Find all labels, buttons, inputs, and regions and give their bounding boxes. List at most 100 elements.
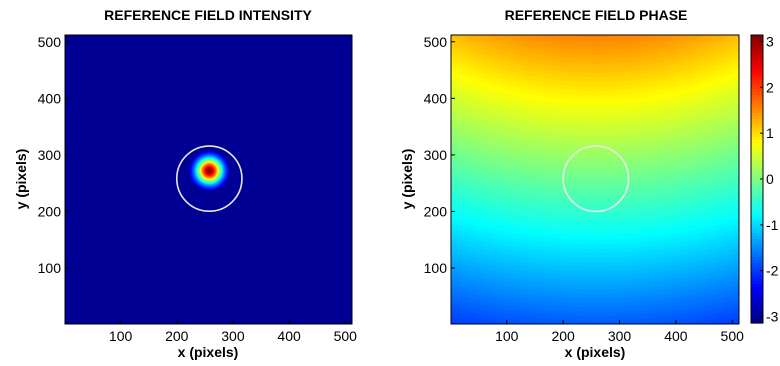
colorbar-segment <box>751 143 763 147</box>
colorbar-segment <box>751 314 763 318</box>
colorbar-segment <box>751 170 763 174</box>
phase-y-ticks: 100 200 300 400 500 <box>424 34 455 276</box>
colorbar-segment <box>751 317 763 321</box>
intensity-spot <box>189 151 230 191</box>
colorbar-segment <box>751 305 763 309</box>
colorbar-tick-label: 1 <box>766 125 774 141</box>
colorbar-segment <box>751 293 763 297</box>
intensity-y-label: y (pixels) <box>13 149 29 210</box>
colorbar-segment <box>751 281 763 285</box>
colorbar-segment <box>751 104 763 108</box>
colorbar-segment <box>751 176 763 180</box>
phase-field <box>451 35 739 324</box>
colorbar-segment <box>751 200 763 204</box>
colorbar-segment <box>751 269 763 273</box>
colorbar-segment <box>751 257 763 261</box>
colorbar-segment <box>751 203 763 207</box>
colorbar-segment <box>751 128 763 132</box>
colorbar-tick-label: -3 <box>766 309 779 325</box>
x-tick-label: 300 <box>221 328 245 344</box>
x-tick-label: 100 <box>495 328 519 344</box>
colorbar-segment <box>751 221 763 225</box>
phase-overlay-circle <box>562 145 630 213</box>
colorbar-segment <box>751 197 763 201</box>
colorbar-segment <box>751 119 763 123</box>
y-tick-label: 500 <box>38 34 62 50</box>
colorbar-segment <box>751 272 763 276</box>
colorbar-segment <box>751 80 763 84</box>
y-tick-label: 300 <box>38 147 62 163</box>
intensity-y-ticks: 100 200 300 400 500 <box>38 34 69 276</box>
colorbar-segment <box>751 65 763 69</box>
intensity-title: REFERENCE FIELD INTENSITY <box>104 7 312 23</box>
colorbar-segment <box>751 158 763 162</box>
colorbar-segment <box>751 320 763 324</box>
colorbar-segment <box>751 206 763 210</box>
colorbar-segment <box>751 194 763 198</box>
colorbar-segment <box>751 152 763 156</box>
colorbar-segment <box>751 188 763 192</box>
phase-x-label: x (pixels) <box>565 344 626 360</box>
colorbar-segment <box>751 308 763 312</box>
colorbar-segment <box>751 110 763 114</box>
colorbar-segment <box>751 296 763 300</box>
colorbar-segment <box>751 275 763 279</box>
colorbar-segment <box>751 299 763 303</box>
colorbar-tick-label: 2 <box>766 79 774 95</box>
x-tick-label: 300 <box>608 328 632 344</box>
x-tick-label: 200 <box>165 328 189 344</box>
colorbar-segment <box>751 245 763 249</box>
colorbar-segment <box>751 35 763 39</box>
colorbar-segment <box>751 251 763 255</box>
colorbar-segment <box>751 218 763 222</box>
x-tick-label: 500 <box>721 328 745 344</box>
colorbar-segment <box>751 149 763 153</box>
intensity-axes-frame <box>64 34 353 325</box>
colorbar-segment <box>751 233 763 237</box>
colorbar-tick-label: 0 <box>766 171 774 187</box>
colorbar-segment <box>751 83 763 87</box>
colorbar-segment <box>751 182 763 186</box>
colorbar-segment <box>751 161 763 165</box>
colorbar-segment <box>751 239 763 243</box>
phase-y-label: y (pixels) <box>399 149 415 210</box>
colorbar-segment <box>751 224 763 228</box>
colorbar-segment <box>751 290 763 294</box>
colorbar-segment <box>751 254 763 258</box>
colorbar-segment <box>751 131 763 135</box>
x-tick-label: 400 <box>277 328 301 344</box>
y-tick-label: 100 <box>38 260 62 276</box>
colorbar-segment <box>751 53 763 57</box>
colorbar-segment <box>751 284 763 288</box>
colorbar-segment <box>751 227 763 231</box>
colorbar-segment <box>751 263 763 267</box>
phase-title: REFERENCE FIELD PHASE <box>505 7 688 23</box>
colorbar-segment <box>751 311 763 315</box>
colorbar-segment <box>751 92 763 96</box>
x-tick-label: 400 <box>664 328 688 344</box>
x-tick-label: 500 <box>334 328 358 344</box>
intensity-x-ticks: 100 200 300 400 500 <box>109 320 357 344</box>
phase-colorbar: 3 2 1 0 -1 -2 -3 <box>750 33 779 325</box>
colorbar-segment <box>751 215 763 219</box>
colorbar-segment <box>751 179 763 183</box>
colorbar-ticks: 3 2 1 0 -1 -2 -3 <box>760 33 779 325</box>
colorbar-segment <box>751 101 763 105</box>
intensity-overlay-circle <box>175 145 243 213</box>
y-tick-label: 200 <box>424 203 448 219</box>
y-tick-label: 400 <box>424 90 448 106</box>
colorbar-segment <box>751 278 763 282</box>
colorbar-segment <box>751 44 763 48</box>
x-tick-label: 100 <box>109 328 133 344</box>
colorbar-segment <box>751 86 763 90</box>
colorbar-segment <box>751 41 763 45</box>
y-tick-label: 400 <box>38 90 62 106</box>
colorbar-segment <box>751 74 763 78</box>
colorbar-segment <box>751 146 763 150</box>
colorbar-segment <box>751 116 763 120</box>
colorbar-segment <box>751 77 763 81</box>
colorbar-segment <box>751 185 763 189</box>
colorbar-segment <box>751 134 763 138</box>
colorbar-segment <box>751 56 763 60</box>
